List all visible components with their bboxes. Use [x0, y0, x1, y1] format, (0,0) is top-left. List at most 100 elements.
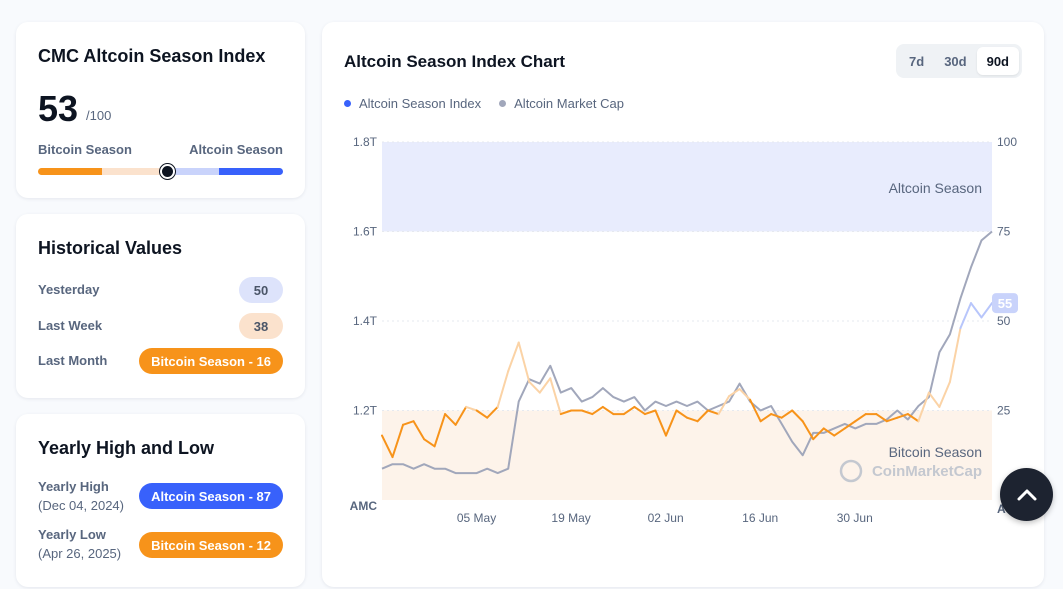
yearly-high-label: Yearly High	[38, 479, 109, 494]
left-axis-tick: 1.4T	[353, 314, 378, 328]
yesterday-value-badge: 50	[239, 277, 283, 303]
left-axis-tick: 1.8T	[353, 135, 378, 149]
timeframe-tabs: 7d 30d 90d	[896, 44, 1022, 78]
index-line-segment	[675, 409, 688, 419]
index-line-segment	[728, 388, 741, 398]
index-line-segment	[854, 413, 867, 423]
yearly-low-date: (Apr 26, 2025)	[38, 546, 122, 561]
tab-30d[interactable]: 30d	[944, 53, 967, 69]
index-line-segment	[812, 427, 825, 441]
index-line-segment	[875, 413, 888, 423]
x-axis-tick: 02 Jun	[648, 511, 684, 525]
index-line-segment	[917, 391, 930, 423]
tab-7d[interactable]: 7d	[909, 53, 925, 69]
index-line-segment	[822, 427, 836, 437]
index-line-segment	[654, 409, 667, 437]
index-line-segment	[759, 413, 773, 423]
index-line-segment	[402, 420, 415, 426]
yesterday-label: Yesterday	[38, 282, 100, 297]
historical-title: Historical Values	[38, 238, 183, 258]
left-axis-tick: 1.2T	[353, 404, 378, 418]
index-line-segment	[780, 409, 794, 419]
season-gauge-bar	[38, 168, 283, 175]
chevron-up-icon	[1017, 489, 1036, 500]
legend-dot-icon	[344, 100, 351, 107]
left-axis-unit: AMC	[350, 499, 378, 513]
market-cap-line	[381, 230, 993, 475]
index-line-segment	[717, 395, 731, 416]
index-card-title: CMC Altcoin Season Index	[38, 46, 266, 66]
index-line-segment	[696, 409, 710, 423]
legend-label-index: Altcoin Season Index	[359, 96, 482, 111]
index-line-segment	[833, 427, 846, 437]
index-score-max: /100	[86, 108, 112, 123]
yearly-high-low-card: Yearly High and Low Yearly High (Dec 04,…	[16, 414, 305, 587]
index-score: 53	[38, 88, 79, 129]
index-line-segment	[738, 388, 752, 401]
index-line-segment	[643, 409, 657, 416]
index-line-segment	[381, 434, 394, 459]
index-line-segment	[486, 405, 499, 419]
index-line-segment	[927, 391, 941, 408]
bitcoin-zone-label: Bitcoin Season	[889, 444, 982, 460]
right-axis-tick: 50	[997, 314, 1011, 328]
x-axis-tick: 19 May	[551, 511, 590, 525]
index-line-segment	[749, 398, 762, 423]
altcoin-zone-label: Altcoin Season	[889, 180, 982, 196]
index-line-segment	[538, 377, 552, 394]
index-line-segment	[843, 420, 857, 430]
legend-item-market-cap[interactable]: Altcoin Market Cap	[499, 96, 624, 111]
index-line-segment	[959, 302, 972, 330]
index-line-segment	[528, 380, 541, 394]
altcoin-season-zone	[382, 142, 992, 232]
left-axis-tick: 1.6T	[353, 225, 378, 239]
yearly-low-badge: Bitcoin Season - 12	[139, 532, 283, 558]
index-line-segment	[896, 413, 909, 419]
last-month-label: Last Month	[38, 353, 108, 368]
index-line-segment	[938, 380, 951, 408]
index-line-segment	[517, 341, 531, 383]
right-axis-tick: 25	[997, 404, 1011, 418]
index-line-segment	[906, 413, 920, 423]
x-axis-tick: 30 Jun	[837, 511, 873, 525]
altcoin-season-label: Altcoin Season	[189, 142, 283, 157]
chart-legend: Altcoin Season Index Altcoin Market Cap	[344, 96, 624, 111]
index-line-segment	[423, 438, 436, 448]
x-axis-tick: 05 May	[457, 511, 496, 525]
coinmarketcap-logo-icon	[839, 459, 863, 483]
index-line-segment	[549, 377, 562, 416]
yearly-title: Yearly High and Low	[38, 438, 215, 458]
legend-dot-icon	[499, 100, 507, 107]
index-line-segment	[801, 420, 815, 441]
bitcoin-season-label: Bitcoin Season	[38, 142, 132, 157]
yearly-high-badge: Altcoin Season - 87	[139, 483, 283, 509]
index-line-segment	[885, 416, 899, 423]
index-line-segment	[412, 420, 426, 441]
index-line-segment	[391, 423, 405, 459]
index-line-segment	[664, 409, 678, 437]
altcoin-index-card: CMC Altcoin Season Index 53 /100 Bitcoin…	[16, 22, 305, 198]
index-line-segment	[475, 409, 489, 419]
right-axis-tick: 75	[997, 225, 1011, 239]
last-week-label: Last Week	[38, 318, 103, 333]
index-line-segment	[433, 413, 447, 448]
scroll-to-top-button[interactable]	[1000, 468, 1053, 521]
tab-90d[interactable]: 90d	[976, 47, 1019, 75]
x-axis-tick: 16 Jun	[742, 511, 778, 525]
index-line-segment	[622, 405, 636, 416]
index-line-segment	[559, 409, 573, 416]
index-line-segment	[770, 413, 783, 419]
right-axis-tick: 100	[997, 135, 1017, 149]
watermark-text: CoinMarketCap	[872, 463, 982, 480]
altcoin-chart-card: Altcoin Season Index Chart 7d 30d 90d Al…	[322, 22, 1044, 587]
index-line-segment	[633, 405, 646, 416]
index-line-segment	[601, 405, 615, 416]
index-line-segment	[791, 409, 804, 423]
current-value-badge: 55	[998, 296, 1012, 311]
index-line-segment	[948, 327, 962, 383]
index-line-segment	[980, 302, 993, 319]
index-line-segment	[591, 405, 604, 416]
index-line-segment	[454, 405, 468, 426]
legend-item-index[interactable]: Altcoin Season Index	[344, 96, 481, 111]
last-week-value-badge: 38	[239, 313, 283, 339]
